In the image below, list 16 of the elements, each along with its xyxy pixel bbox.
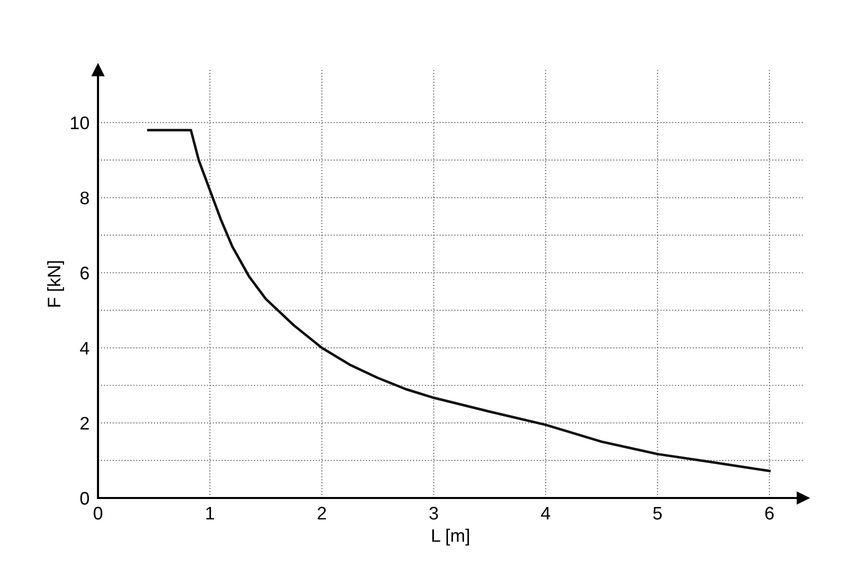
x-tick-label: 4 — [541, 506, 550, 520]
y-tick-label: 2 — [80, 416, 89, 430]
x-tick-label: 5 — [653, 506, 662, 520]
y-tick-label: 6 — [80, 266, 89, 280]
x-tick-label: 6 — [765, 506, 774, 520]
x-axis-title: L [m] — [432, 528, 469, 546]
y-tick-label: 8 — [80, 192, 89, 204]
x-tick-label: 3 — [429, 506, 438, 520]
line-series — [147, 128, 771, 472]
x-tick-label: 2 — [318, 506, 326, 520]
y-axis-title: F [kN] — [47, 261, 64, 307]
x-tick-label: 0 — [94, 506, 102, 520]
x-tick-label: 1 — [206, 506, 214, 520]
y-tick-label: 0 — [80, 492, 89, 505]
y-tick-label: 4 — [80, 342, 90, 354]
y-tick-label: 10 — [70, 116, 89, 130]
